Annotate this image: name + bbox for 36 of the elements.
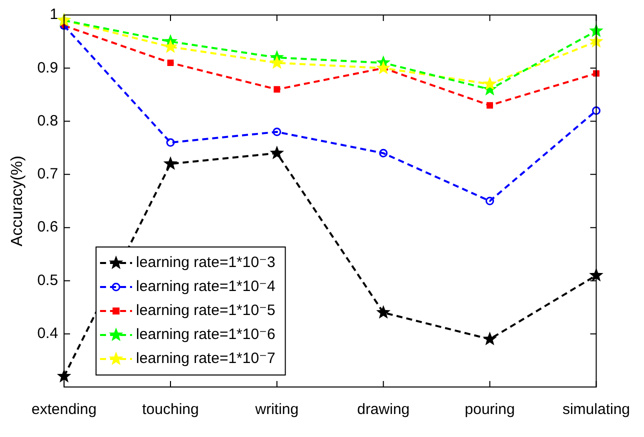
point xyxy=(486,102,494,109)
legend-label: learning rate=1*10⁻7 xyxy=(136,350,276,368)
point xyxy=(272,128,282,136)
y-axis-title: Accuracy(%) xyxy=(9,156,26,246)
point xyxy=(167,60,174,66)
y-tick-label: 1 xyxy=(50,6,58,24)
point xyxy=(376,305,390,319)
x-tick-label: extending xyxy=(32,401,97,418)
point xyxy=(163,39,178,53)
x-tick-label: pouring xyxy=(464,401,515,418)
point xyxy=(163,156,178,170)
point xyxy=(376,60,390,74)
legend-label: learning rate=1*10⁻6 xyxy=(136,326,276,344)
point xyxy=(270,146,284,160)
y-tick-label: 0.7 xyxy=(37,166,58,183)
point xyxy=(482,332,497,346)
x-tick-label: writing xyxy=(254,401,299,418)
y-tick-label: 0.5 xyxy=(37,272,58,289)
x-tick-label: simulating xyxy=(562,401,630,418)
point xyxy=(593,70,600,77)
point xyxy=(592,106,600,115)
point xyxy=(274,86,280,93)
y-tick-label: 0.8 xyxy=(37,112,58,130)
point xyxy=(166,138,175,147)
legend-label: learning rate=1*10⁻3 xyxy=(136,254,276,272)
legend-label: learning rate=1*10⁻5 xyxy=(136,302,276,320)
x-tick-label: touching xyxy=(142,401,199,418)
y-tick-label: 0.4 xyxy=(37,325,58,342)
x-tick-label: drawing xyxy=(357,401,410,418)
point xyxy=(486,196,494,206)
point xyxy=(270,55,284,69)
y-tick-label: 0.6 xyxy=(37,218,58,236)
legend-label: learning rate=1*10⁻4 xyxy=(136,278,276,296)
point xyxy=(482,76,497,90)
y-tick-label: 0.9 xyxy=(37,59,58,76)
point xyxy=(379,148,388,158)
